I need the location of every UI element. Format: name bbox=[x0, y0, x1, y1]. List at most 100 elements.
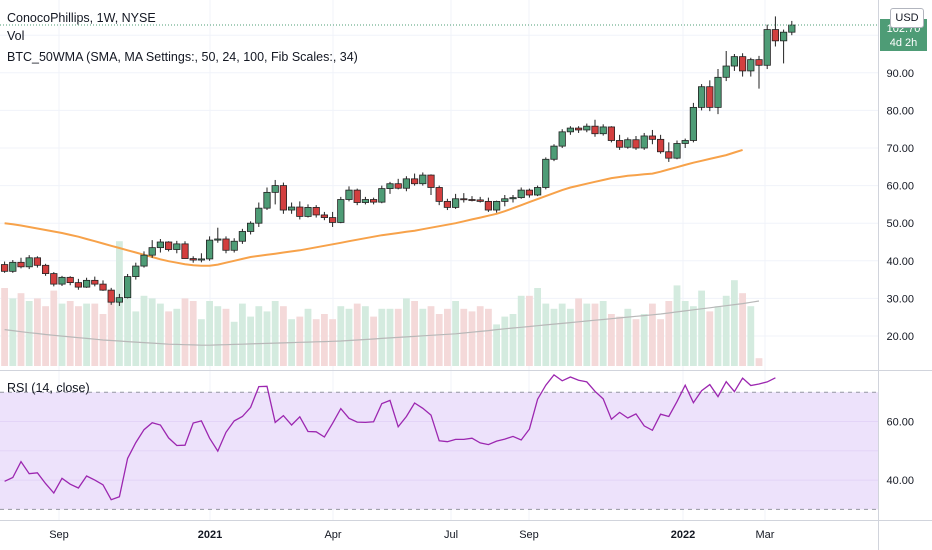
candlesticks[interactable] bbox=[0, 16, 796, 306]
rsi-axis-ticks[interactable]: 40.00 60.00 bbox=[886, 417, 914, 488]
candle-body bbox=[509, 197, 517, 200]
ma-legend[interactable]: BTC_50WMA (SMA, MA Settings:, 50, 24, 10… bbox=[7, 50, 358, 64]
candle-body bbox=[542, 158, 550, 188]
candle-body bbox=[394, 183, 402, 189]
candle bbox=[763, 24, 771, 70]
candle bbox=[739, 53, 747, 77]
volume-bar bbox=[608, 314, 615, 366]
candle bbox=[353, 188, 361, 206]
candle bbox=[33, 256, 42, 268]
candle bbox=[369, 197, 378, 205]
candle bbox=[747, 57, 755, 77]
candle bbox=[181, 241, 189, 259]
bar-countdown: 4d 2h bbox=[889, 37, 918, 49]
candle-body bbox=[17, 261, 25, 268]
candle-body bbox=[91, 279, 99, 285]
candle-body bbox=[74, 282, 82, 288]
volume-bar bbox=[460, 308, 468, 366]
candle bbox=[657, 134, 665, 154]
price-tick-label: 30.00 bbox=[886, 293, 914, 305]
currency-button[interactable]: USD bbox=[890, 8, 924, 28]
candle-body bbox=[386, 183, 394, 190]
volume-bar bbox=[714, 306, 722, 366]
candle-body bbox=[476, 199, 484, 202]
candle-body bbox=[369, 199, 378, 203]
candle-body bbox=[99, 283, 107, 291]
candle bbox=[230, 238, 238, 253]
time-axis-ticks[interactable]: Sep 2021 Apr Jul Sep 2022 Mar bbox=[49, 529, 775, 541]
volume-bar bbox=[403, 298, 410, 366]
candle-body bbox=[747, 59, 755, 72]
candle-body bbox=[328, 217, 337, 223]
candle bbox=[673, 140, 681, 160]
candle bbox=[698, 84, 706, 111]
candle-body bbox=[287, 206, 296, 211]
price-tick-label: 70.00 bbox=[886, 143, 914, 155]
volume-bar bbox=[255, 306, 263, 366]
candle-body bbox=[616, 140, 624, 148]
volume-bar bbox=[337, 306, 345, 366]
volume-bar bbox=[624, 308, 632, 366]
candle-body bbox=[164, 241, 173, 250]
volume-bar bbox=[739, 293, 746, 366]
candle bbox=[255, 202, 263, 227]
candle-body bbox=[780, 31, 788, 42]
candle bbox=[173, 240, 181, 254]
candle-body bbox=[345, 189, 353, 200]
candle bbox=[435, 185, 443, 206]
volume-bar bbox=[444, 308, 451, 366]
candle-body bbox=[33, 257, 42, 266]
candle bbox=[648, 129, 657, 145]
candle bbox=[197, 253, 205, 263]
volume-bar bbox=[698, 290, 705, 366]
candle bbox=[42, 263, 50, 276]
rsi-legend[interactable]: RSI (14, close) bbox=[7, 381, 90, 395]
candle-body bbox=[443, 200, 452, 208]
volume-bar bbox=[132, 311, 140, 366]
time-tick-label: Jul bbox=[444, 529, 458, 541]
candle-body bbox=[58, 276, 66, 285]
candle-body bbox=[607, 126, 616, 141]
candle-body bbox=[534, 187, 542, 196]
candle-body bbox=[665, 151, 673, 159]
candle-body bbox=[197, 258, 205, 261]
chart-title[interactable]: ConocoPhillips, 1W, NYSE bbox=[7, 11, 156, 25]
candle bbox=[722, 50, 730, 82]
candle bbox=[550, 144, 558, 162]
candle bbox=[451, 193, 460, 209]
volume-bar bbox=[165, 311, 172, 366]
candle-body bbox=[230, 240, 238, 251]
volume-bar bbox=[362, 306, 369, 366]
candle bbox=[714, 69, 722, 115]
candle-body bbox=[460, 198, 468, 201]
volume-bar bbox=[1, 288, 9, 366]
candle bbox=[517, 187, 525, 199]
candle-body bbox=[517, 189, 525, 199]
candle-body bbox=[484, 200, 493, 211]
volume-bar bbox=[83, 303, 90, 366]
candle bbox=[755, 55, 763, 89]
candle-body bbox=[640, 135, 648, 149]
volume-bar bbox=[476, 306, 484, 366]
candle bbox=[271, 179, 279, 205]
candle bbox=[566, 126, 575, 135]
candle-body bbox=[599, 126, 607, 135]
volume-legend[interactable]: Vol bbox=[7, 29, 25, 43]
volume-bar bbox=[558, 303, 566, 366]
candle bbox=[484, 197, 493, 212]
candle-body bbox=[189, 258, 197, 261]
volume-bar bbox=[140, 295, 148, 366]
candle-body bbox=[296, 206, 304, 217]
time-tick-label: Apr bbox=[324, 529, 341, 541]
volume-bar bbox=[17, 293, 25, 366]
candle bbox=[632, 135, 640, 150]
price-axis-ticks[interactable]: 20.00 30.00 40.00 50.00 60.00 70.00 80.00 90.00 bbox=[886, 68, 914, 343]
candle-body bbox=[525, 189, 534, 196]
candle-body bbox=[755, 59, 763, 66]
candle bbox=[99, 280, 107, 291]
candle-body bbox=[591, 125, 599, 135]
candle-body bbox=[279, 185, 288, 211]
candle-body bbox=[378, 188, 386, 203]
volume-bar bbox=[353, 303, 361, 366]
